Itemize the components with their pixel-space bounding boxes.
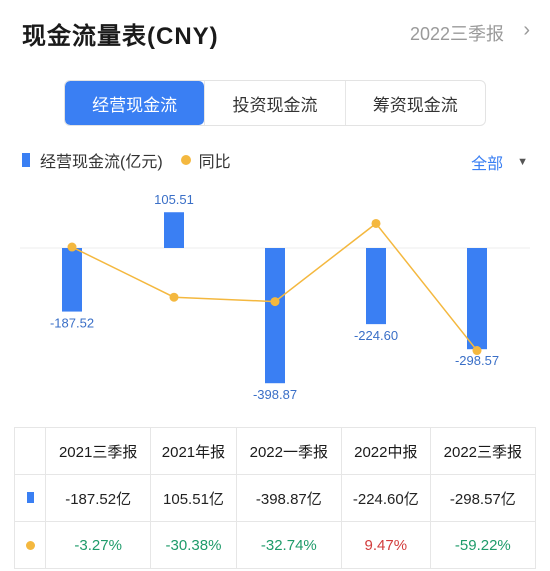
header: 现金流量表(CNY) 2022三季报 › — [0, 0, 550, 64]
line-legend-label: 同比 — [198, 154, 231, 171]
table-cell: -3.27% — [44, 521, 152, 569]
yoy-point — [169, 292, 179, 302]
table-cell: -187.52亿 — [44, 474, 152, 522]
bar — [467, 248, 487, 350]
bar — [265, 248, 285, 384]
yoy-point — [371, 218, 381, 228]
table-cell: -398.87亿 — [235, 474, 342, 522]
chevron-right-icon[interactable]: › — [523, 19, 530, 41]
bar-series-icon — [26, 491, 34, 503]
bar-value-label: -187.52 — [50, 316, 94, 331]
yoy-point — [270, 297, 280, 307]
table-cell: 105.51亿 — [150, 474, 237, 522]
table-header-row: 2021三季报 2021年报 2022一季报 2022中报 2022三季报 — [14, 427, 537, 475]
yoy-point — [67, 242, 77, 252]
table-row: -3.27% -30.38% -32.74% 9.47% -59.22% — [14, 521, 537, 569]
line-series-icon — [25, 540, 35, 550]
cashflow-chart: -187.52 105.51 -398.87 -224.60 -298.57 — [20, 192, 530, 402]
tab-investing-cashflow[interactable]: 投资现金流 — [204, 81, 344, 125]
range-selector[interactable]: 全部 ▼ — [471, 150, 528, 174]
bar — [164, 212, 184, 248]
bar-value-label: -398.87 — [253, 387, 297, 402]
bar-legend-swatch-icon — [22, 153, 30, 167]
range-selector-label: 全部 — [471, 156, 504, 173]
table-header-cell: 2021年报 — [150, 427, 237, 475]
period-selector[interactable]: 2022三季报 — [409, 24, 504, 44]
table-cell: 9.47% — [340, 521, 431, 569]
bar-value-label: -224.60 — [354, 328, 398, 343]
tab-financing-cashflow[interactable]: 筹资现金流 — [344, 81, 485, 125]
table-cell: -298.57亿 — [429, 474, 537, 522]
table-header-cell: 2022三季报 — [429, 427, 537, 475]
table-cell: -32.74% — [235, 521, 342, 569]
bar — [366, 248, 386, 325]
bar-value-label: 105.51 — [154, 192, 194, 207]
data-table: 2021三季报 2021年报 2022一季报 2022中报 2022三季报 -1… — [14, 427, 537, 569]
bar-legend-label: 经营现金流(亿元) — [40, 154, 163, 171]
table-header-cell: 2021三季报 — [44, 427, 152, 475]
table-header-cell: 2022中报 — [340, 427, 431, 475]
page-title: 现金流量表(CNY) — [22, 23, 219, 50]
bar-value-label: -298.57 — [455, 353, 499, 368]
table-cell: -59.22% — [429, 521, 537, 569]
yoy-point — [472, 346, 482, 356]
cashflow-tabs: 经营现金流 投资现金流 筹资现金流 — [64, 80, 486, 126]
line-legend-swatch-icon — [180, 155, 191, 165]
tab-operating-cashflow[interactable]: 经营现金流 — [65, 81, 205, 125]
caret-down-icon: ▼ — [517, 156, 528, 168]
bar — [62, 248, 82, 312]
table-header-cell: 2022一季报 — [235, 427, 342, 475]
table-row: -187.52亿 105.51亿 -398.87亿 -224.60亿 -298.… — [14, 474, 537, 522]
table-cell: -224.60亿 — [340, 474, 431, 522]
table-cell: -30.38% — [150, 521, 237, 569]
chart-legend: 经营现金流(亿元) 同比 — [22, 150, 231, 171]
